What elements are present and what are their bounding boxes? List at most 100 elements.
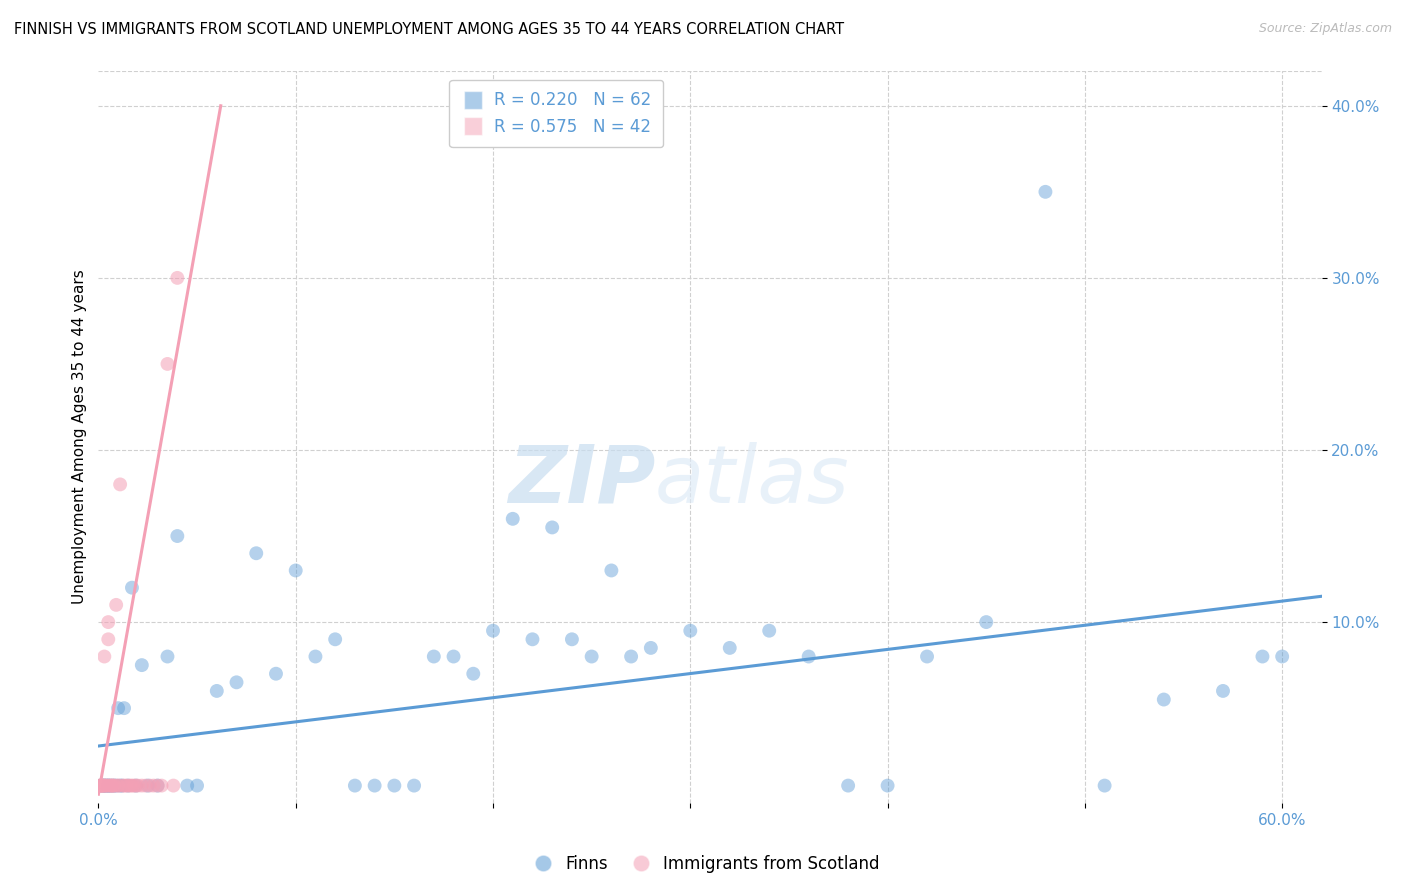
Point bbox=[245, 546, 267, 560]
Point bbox=[166, 529, 188, 543]
Point bbox=[91, 779, 114, 793]
Point bbox=[96, 779, 118, 793]
Point bbox=[176, 779, 198, 793]
Point bbox=[121, 581, 143, 595]
Point bbox=[443, 649, 465, 664]
Point bbox=[107, 701, 129, 715]
Point bbox=[136, 779, 159, 793]
Point bbox=[837, 779, 859, 793]
Point bbox=[205, 684, 228, 698]
Point bbox=[600, 564, 623, 578]
Point bbox=[150, 779, 173, 793]
Point bbox=[1153, 692, 1175, 706]
Point bbox=[758, 624, 780, 638]
Point bbox=[112, 701, 135, 715]
Point bbox=[117, 779, 139, 793]
Point bbox=[264, 666, 287, 681]
Point bbox=[797, 649, 820, 664]
Point bbox=[97, 779, 120, 793]
Point bbox=[1094, 779, 1116, 793]
Point bbox=[131, 779, 153, 793]
Point bbox=[186, 779, 208, 793]
Point bbox=[97, 779, 120, 793]
Point bbox=[91, 779, 114, 793]
Point bbox=[103, 779, 125, 793]
Point bbox=[97, 632, 120, 647]
Point bbox=[115, 779, 138, 793]
Point bbox=[522, 632, 544, 647]
Point bbox=[112, 779, 135, 793]
Point bbox=[156, 649, 179, 664]
Text: ZIP: ZIP bbox=[508, 442, 655, 520]
Point bbox=[1271, 649, 1294, 664]
Point bbox=[108, 779, 131, 793]
Point bbox=[156, 357, 179, 371]
Point bbox=[89, 779, 111, 793]
Point bbox=[91, 779, 114, 793]
Point bbox=[96, 779, 118, 793]
Point bbox=[1035, 185, 1057, 199]
Point bbox=[98, 779, 121, 793]
Point bbox=[97, 615, 120, 629]
Point bbox=[561, 632, 583, 647]
Point bbox=[423, 649, 446, 664]
Point bbox=[974, 615, 997, 629]
Point bbox=[89, 779, 111, 793]
Point bbox=[98, 779, 121, 793]
Point bbox=[323, 632, 346, 647]
Point bbox=[915, 649, 938, 664]
Point bbox=[679, 624, 702, 638]
Text: atlas: atlas bbox=[655, 442, 849, 520]
Point bbox=[93, 649, 115, 664]
Point bbox=[108, 477, 131, 491]
Point bbox=[105, 779, 128, 793]
Legend: R = 0.220   N = 62, R = 0.575   N = 42: R = 0.220 N = 62, R = 0.575 N = 42 bbox=[450, 79, 664, 147]
Point bbox=[135, 779, 157, 793]
Point bbox=[93, 779, 115, 793]
Point bbox=[93, 779, 115, 793]
Point bbox=[502, 512, 524, 526]
Point bbox=[105, 598, 128, 612]
Point bbox=[107, 779, 129, 793]
Point bbox=[138, 779, 160, 793]
Point bbox=[107, 779, 129, 793]
Point bbox=[89, 779, 111, 793]
Point bbox=[93, 779, 115, 793]
Point bbox=[876, 779, 898, 793]
Point bbox=[166, 271, 188, 285]
Point bbox=[146, 779, 169, 793]
Point bbox=[1212, 684, 1234, 698]
Point bbox=[125, 779, 148, 793]
Point bbox=[125, 779, 148, 793]
Point bbox=[581, 649, 603, 664]
Text: Source: ZipAtlas.com: Source: ZipAtlas.com bbox=[1258, 22, 1392, 36]
Point bbox=[404, 779, 426, 793]
Point bbox=[225, 675, 247, 690]
Point bbox=[101, 779, 124, 793]
Point bbox=[541, 520, 564, 534]
Point bbox=[98, 779, 121, 793]
Point bbox=[131, 658, 153, 673]
Legend: Finns, Immigrants from Scotland: Finns, Immigrants from Scotland bbox=[520, 848, 886, 880]
Point bbox=[463, 666, 485, 681]
Point bbox=[91, 779, 114, 793]
Point bbox=[97, 779, 120, 793]
Point bbox=[117, 779, 139, 793]
Point bbox=[111, 779, 134, 793]
Point bbox=[363, 779, 385, 793]
Point bbox=[121, 779, 143, 793]
Point bbox=[304, 649, 326, 664]
Point bbox=[93, 779, 115, 793]
Point bbox=[96, 779, 118, 793]
Point bbox=[1251, 649, 1274, 664]
Y-axis label: Unemployment Among Ages 35 to 44 years: Unemployment Among Ages 35 to 44 years bbox=[72, 269, 87, 605]
Point bbox=[103, 779, 125, 793]
Point bbox=[146, 779, 169, 793]
Point bbox=[343, 779, 366, 793]
Text: FINNISH VS IMMIGRANTS FROM SCOTLAND UNEMPLOYMENT AMONG AGES 35 TO 44 YEARS CORRE: FINNISH VS IMMIGRANTS FROM SCOTLAND UNEM… bbox=[14, 22, 844, 37]
Point bbox=[620, 649, 643, 664]
Point bbox=[718, 640, 741, 655]
Point bbox=[122, 779, 145, 793]
Point bbox=[101, 779, 124, 793]
Point bbox=[89, 779, 111, 793]
